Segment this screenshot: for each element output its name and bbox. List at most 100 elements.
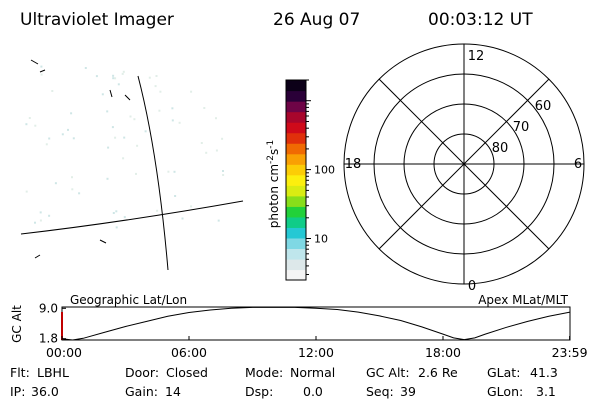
mlat-label-60: 60 [535, 99, 552, 114]
apex-grid-label: Apex MLat/MLT [478, 293, 568, 307]
speckle [174, 195, 177, 197]
speckle [181, 217, 184, 220]
speckle [122, 70, 125, 73]
speckle [154, 85, 157, 88]
altitude-x-ticks: 00:00 06:00 12:00 18:00 23:59 [46, 336, 588, 360]
speckle [136, 144, 139, 147]
mlt-label-18: 18 [345, 157, 362, 172]
speckle [112, 212, 115, 214]
speckle [107, 146, 110, 149]
speckle [34, 221, 36, 224]
colorbar-cell [286, 90, 306, 102]
speckle [155, 75, 158, 77]
colorbar: 10 100 photon cm-2s-1 [266, 79, 335, 281]
speckle [221, 137, 224, 140]
colorbar-cell [286, 132, 306, 144]
mlt-label-12: 12 [468, 49, 485, 64]
speckle [190, 90, 193, 93]
speckle [156, 209, 159, 212]
speckle [51, 90, 54, 92]
speckle [203, 107, 206, 109]
coastline-fragments [30, 59, 131, 259]
speckle [148, 76, 151, 79]
speckle [144, 130, 147, 133]
speckle [171, 119, 174, 122]
speckle [39, 211, 42, 214]
colorbar-cell [286, 269, 306, 281]
speckle [129, 115, 132, 118]
speckle [135, 172, 137, 175]
speckle [115, 226, 118, 229]
speckle [115, 210, 118, 213]
status-filter: Flt: LBHL [10, 365, 69, 380]
speckle [48, 214, 51, 217]
speckle [117, 83, 120, 86]
observation-date: 26 Aug 07 [273, 10, 360, 30]
status-glon: GLon: 3.1 [487, 384, 556, 399]
status-gain: Gain: 14 [125, 384, 181, 399]
image-speckles [25, 65, 225, 229]
polar-diagonal-2 [378, 78, 550, 250]
speckle [121, 72, 124, 75]
speckle [114, 136, 117, 139]
altitude-x-tick-label: 12:00 [298, 345, 334, 360]
altitude-x-tick-label: 00:00 [46, 345, 82, 360]
mlt-label-6: 6 [574, 157, 582, 172]
speckle [190, 205, 193, 208]
status-readout: Flt: LBHL Door: Closed Mode: Normal GC Alt:… [10, 365, 558, 399]
mlt-label-0: 0 [468, 279, 476, 294]
colorbar-cell [286, 258, 306, 271]
observation-time: 00:03:12 UT [428, 10, 533, 30]
speckle [72, 137, 75, 140]
speckle [70, 112, 73, 115]
speckle [95, 75, 98, 78]
speckle [25, 123, 28, 126]
colorbar-cell [286, 153, 306, 165]
speckle [167, 170, 170, 173]
status-glat: GLat: 41.3 [487, 365, 558, 380]
status-door: Door: Closed [125, 365, 208, 380]
speckle [205, 151, 208, 154]
gc-altitude-chart: Geographic Lat/Lon Apex MLat/MLT 9.01.8 … [10, 293, 588, 360]
meridian-line [137, 75, 169, 271]
speckle [78, 192, 81, 195]
speckle [84, 67, 87, 69]
colorbar-cell [286, 195, 306, 207]
speckle [222, 174, 225, 176]
speckle [101, 93, 104, 96]
colorbar-gradient [286, 80, 306, 281]
geographic-image-panel [20, 59, 244, 271]
altitude-y-tick-label: 9.0 [39, 301, 58, 315]
status-ip: IP: 36.0 [10, 384, 59, 399]
colorbar-cell [286, 174, 306, 186]
speckle [171, 107, 174, 110]
speckle [61, 133, 64, 136]
speckle [40, 65, 43, 68]
speckle [114, 77, 117, 80]
speckle [39, 219, 42, 222]
altitude-y-ticks: 9.0 1.8 [39, 301, 66, 346]
altitude-curve [61, 306, 571, 341]
colorbar-ticks: 10 100 [306, 79, 335, 275]
apex-polar-grid: 12 6 0 18 80 70 60 [343, 43, 585, 294]
speckle [217, 219, 220, 222]
speckle [48, 137, 51, 140]
speckle [133, 118, 136, 121]
colorbar-cell [286, 80, 306, 92]
speckle [215, 117, 217, 120]
mlat-label-70: 70 [513, 120, 530, 135]
colorbar-tick-label: 10 [314, 233, 328, 246]
speckle [123, 136, 126, 139]
instrument-title: Ultraviolet Imager [20, 10, 174, 30]
speckle [106, 110, 109, 113]
altitude-x-tick-label: 06:00 [171, 345, 207, 360]
colorbar-cell [286, 101, 306, 113]
speckle [40, 73, 43, 76]
colorbar-cell [286, 206, 306, 218]
geographic-grid-label: Geographic Lat/Lon [70, 293, 187, 307]
speckle [34, 124, 37, 127]
colorbar-cell [286, 111, 306, 123]
colorbar-cell [286, 216, 306, 228]
speckle [106, 177, 109, 180]
